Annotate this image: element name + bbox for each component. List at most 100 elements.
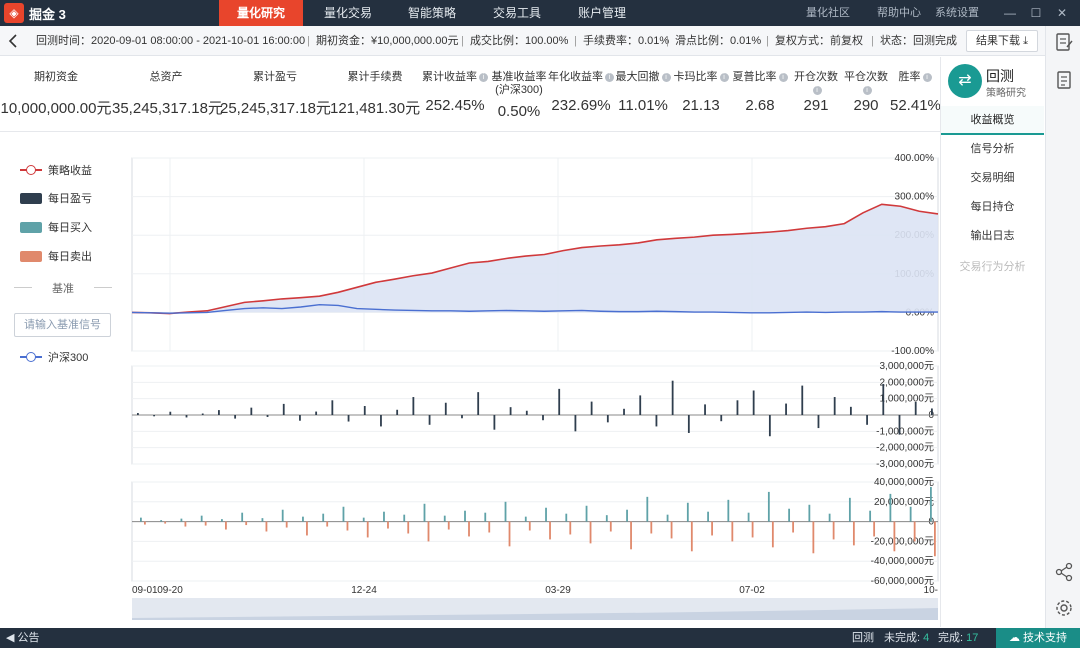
announcement-icon: ◀ [6,632,15,644]
daily-sell-bar [447,521,450,530]
x-axis-date-label: 03-29 [545,585,571,596]
close-icon[interactable]: ✕ [1056,6,1068,20]
info-icon[interactable]: i [479,73,488,82]
maximize-icon[interactable]: ☐ [1030,6,1042,20]
share-icon[interactable] [1054,562,1074,582]
stat-value: 290 [853,97,879,114]
daily-buy-bar [707,511,709,522]
stat-label: 胜率 i [890,71,940,84]
community-link[interactable]: 量化社区 [806,7,850,19]
benchmark-signal-input[interactable]: 请输入基准信号 [14,313,111,337]
pnl-axis-tick: 1,000,000元 [880,394,935,405]
nav-tab-account[interactable]: 账户管理 [577,6,626,20]
benchmark-section-title: 基准 [14,280,112,296]
info-icon[interactable]: i [661,73,671,82]
help-link[interactable]: 帮助中心 [877,7,921,19]
minimize-icon[interactable]: — [1004,6,1016,20]
edit-document-icon[interactable] [1054,32,1074,52]
daily-buy-bar [504,501,507,522]
daily-pnl-bar [509,407,512,415]
x-axis-date-label: 07-02 [739,585,765,596]
daily-buy-bar [241,512,244,522]
daily-pnl-bar [250,407,253,415]
stat-label-text: 累计收益率 [422,71,477,83]
stat-label: 基准收益率 (沪深300) [490,71,548,97]
daily-sell-bar [751,521,754,538]
daily-sell-bar [670,521,673,539]
announcement-link[interactable]: ◀ 公告 [6,628,40,648]
daily-buy-bar [484,512,487,522]
back-arrow-icon[interactable] [6,33,22,49]
gear-icon[interactable] [1054,598,1074,618]
daily-pnl-bar [558,388,561,415]
daily-buy-bar [403,514,406,522]
stat-1: 总资产 35,245,317.18元 [112,57,223,129]
daily-pnl-bar [444,402,447,415]
daily-sell-bar [427,521,430,542]
app-logo-text: 掘金 3 [29,6,66,22]
info-icon[interactable]: i [862,86,872,95]
stat-6: 年化收益率 i 232.69% [548,57,614,129]
legend-strategy[interactable]: 策略收益 [20,162,92,178]
stat-12: 胜率 i 52.41% [890,57,941,129]
stat-value: 35,245,317.18元 [112,100,223,117]
panel-item-trade-details[interactable]: 交易明细 [970,172,1015,184]
daily-buy-bar [909,506,912,522]
stat-label-text: 总资产 [149,71,183,83]
stat-value: 252.45% [425,97,485,114]
info-icon[interactable]: i [922,73,932,82]
panel-item-daily-positions[interactable]: 每日持仓 [970,201,1015,213]
pending-count: 4 [923,632,930,644]
daily-buy-bar [626,509,628,522]
legend-benchmark[interactable]: 沪深300 [20,349,88,365]
daily-buy-bar [889,493,892,522]
daily-pnl-bar [477,392,480,415]
legend-daily-sell[interactable]: 每日卖出 [20,248,92,264]
stat-11: 平仓次数 i 290 [842,57,890,129]
daily-pnl-bar [169,411,172,415]
daily-pnl-bar [752,390,755,415]
daily-sell-bar [690,521,693,552]
download-results-button[interactable]: 结果下载 ⤓ [966,30,1038,52]
daily-sell-bar [650,521,653,534]
nav-tab-tools[interactable]: 交易工具 [492,6,541,20]
app-logo[interactable]: ◈ 掘金 3 [4,3,66,23]
info-icon[interactable]: i [778,73,788,82]
stat-label: 累计盈亏 [220,71,330,84]
daily-buy-bar [585,505,588,522]
panel-item-output-log[interactable]: 输出日志 [970,230,1015,242]
daily-buy-bar [605,515,608,522]
daily-sell-bar [832,521,835,540]
stat-5: 基准收益率 (沪深300) 0.50% [490,57,548,129]
trade-axis-tick: 20,000,000元 [874,497,934,508]
info-icon[interactable]: i [605,73,614,82]
legend-daily-buy[interactable]: 每日买入 [20,219,92,235]
nav-tab-smart-strategy[interactable]: 智能策略 [407,6,456,20]
info-icon[interactable]: i [812,86,822,95]
daily-sell-bar [873,521,876,537]
status-pending: 未完成: 4 [884,628,929,648]
stat-value: 0.50% [497,103,541,120]
tech-support-button[interactable]: ☁ 技术支持 [996,628,1080,648]
stat-label-text: 累计盈亏 [253,71,297,83]
panel-item-signal-analysis[interactable]: 信号分析 [970,143,1015,155]
report-icon[interactable] [1054,70,1074,90]
daily-pnl-bar [817,415,820,429]
nav-tab-research[interactable]: 量化研究 [219,0,303,26]
stat-value: 121,481.30元 [330,100,421,117]
strategy-return-line [131,203,939,315]
panel-item-overview[interactable]: 收益概览 [941,106,1044,135]
daily-buy-bar [180,518,183,522]
nav-tab-trading[interactable]: 量化交易 [323,6,372,20]
daily-pnl-bar [574,415,577,432]
daily-sell-bar [245,521,248,526]
legend-benchmark-line [20,352,42,362]
stat-3: 累计手续费 121,481.30元 [330,57,420,129]
side-panel-header: ⇄ 回测 策略研究 [941,57,1046,109]
settings-link[interactable]: 系统设置 [935,7,979,19]
info-icon[interactable]: i [719,73,729,82]
daily-buy-bar [160,520,163,522]
legend-daily-pnl[interactable]: 每日盈亏 [20,190,92,206]
separator: | [871,35,874,47]
trade-axis-tick: -40,000,000元 [871,556,934,567]
